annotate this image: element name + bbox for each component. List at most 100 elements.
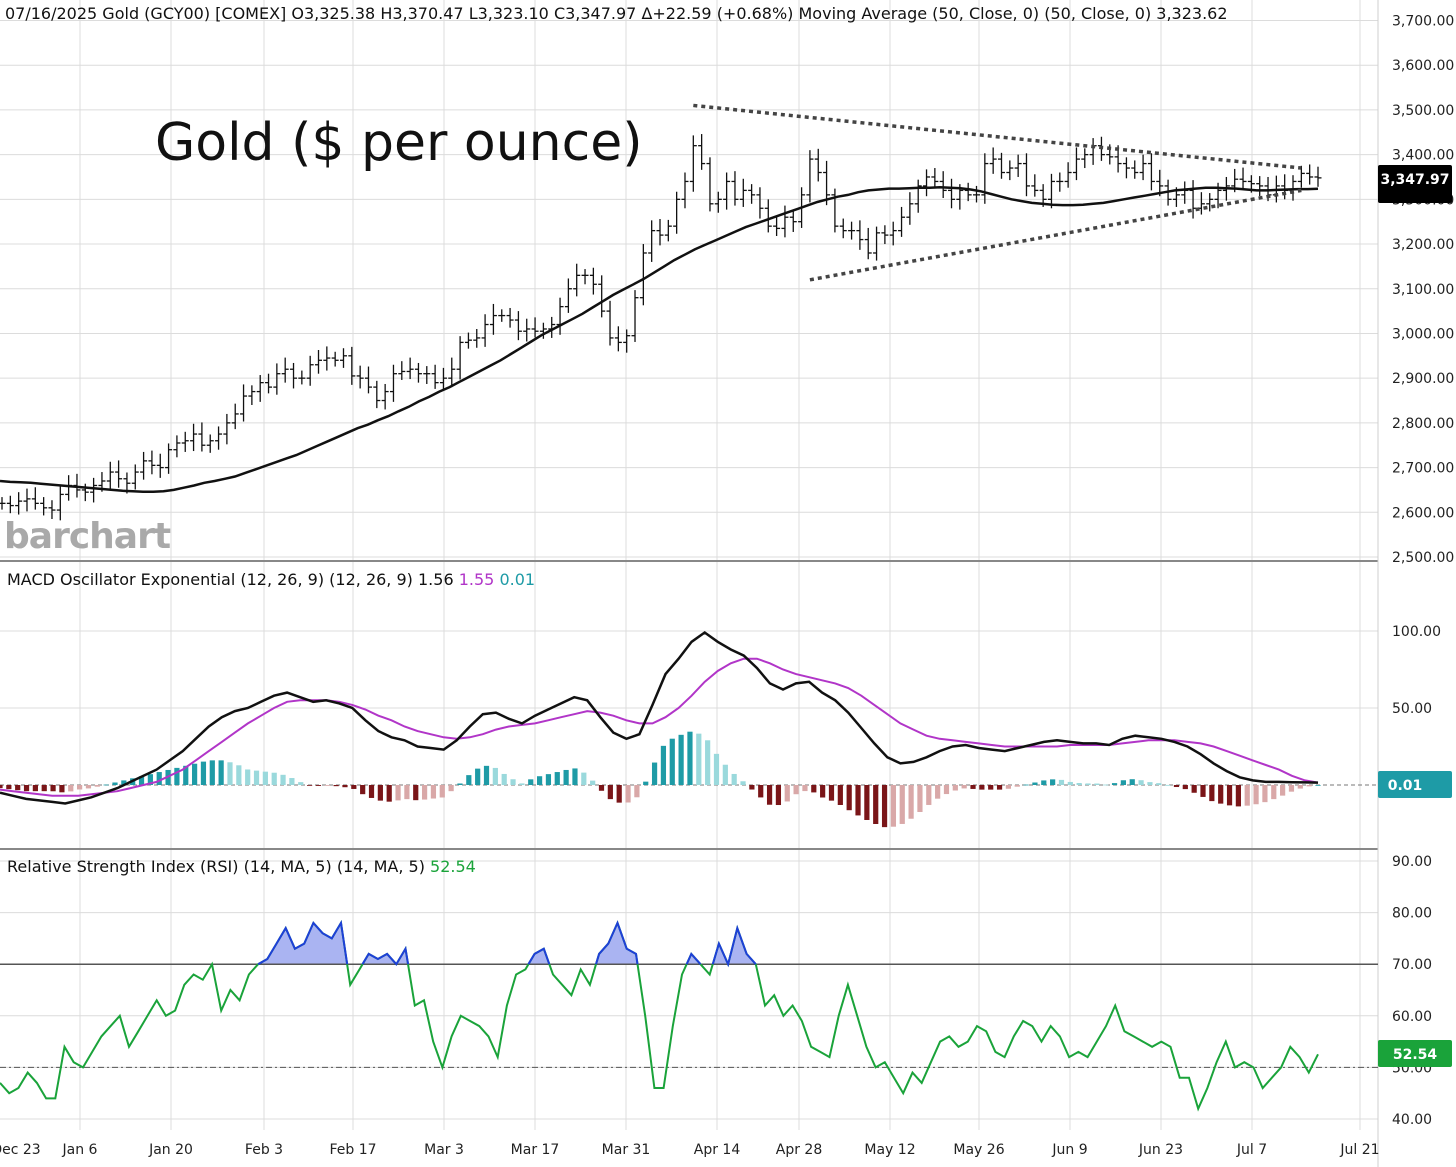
- macd-histogram-bar: [1085, 783, 1091, 785]
- rsi-badge-label: 52.54: [1393, 1047, 1438, 1063]
- ma-label: Moving Average (50, Close, 0): [799, 4, 1040, 23]
- macd-histogram-bar: [23, 785, 30, 792]
- price-bar: [315, 350, 323, 374]
- price-bar: [498, 309, 506, 322]
- price-y-tick-label: 2,800.00: [1392, 416, 1454, 432]
- macd-histogram-bar: [643, 781, 649, 785]
- last-price-badge: [1378, 165, 1452, 203]
- macd-histogram-bar: [1191, 785, 1197, 793]
- price-y-tick-label: 3,700.00: [1392, 14, 1454, 30]
- macd-histogram-bar: [395, 785, 401, 801]
- price-bar: [1197, 192, 1205, 215]
- price-bar: [223, 413, 231, 445]
- x-tick-label: Jul 7: [1236, 1142, 1267, 1158]
- rsi-overbought-segment: [527, 947, 551, 965]
- macd-histogram-bar: [722, 764, 728, 785]
- price-bar: [373, 380, 381, 409]
- macd-panel[interactable]: [0, 630, 1378, 828]
- price-bar: [281, 357, 289, 383]
- rsi-overbought-area: [528, 948, 550, 965]
- price-bar: [106, 461, 114, 489]
- macd-histogram-bar: [1262, 785, 1268, 803]
- x-tick-label: Feb 3: [245, 1142, 283, 1158]
- macd-histogram-bar: [174, 767, 180, 785]
- price-bar: [839, 218, 847, 239]
- macd-histogram-bar: [1182, 785, 1188, 790]
- macd-histogram-bar: [209, 760, 215, 785]
- macd-signal-line: [0, 657, 1319, 797]
- macd-histogram-bar: [50, 785, 56, 792]
- macd-value: 1.56: [418, 570, 454, 589]
- macd-histogram-bar: [227, 762, 233, 785]
- price-bar: [681, 172, 689, 209]
- macd-histogram-bar: [386, 785, 392, 802]
- x-axis: Dec 23 Jan 6 Jan 20 Feb 3 Feb 17 Mar 3 Mar 17 M…: [0, 1142, 1380, 1158]
- macd-histogram-bar: [1200, 785, 1206, 797]
- price-bar: [773, 215, 781, 236]
- rsi-overbought-segments: [257, 919, 757, 968]
- macd-histogram-bar: [32, 785, 38, 792]
- rsi-value: 52.54: [430, 857, 476, 876]
- price-bar: [1147, 153, 1155, 191]
- macd-histogram-bar: [262, 771, 268, 785]
- macd-histogram-bar: [6, 785, 12, 790]
- macd-histogram-bar: [908, 785, 914, 819]
- macd-histogram-bar: [510, 779, 516, 785]
- price-bar: [981, 153, 989, 204]
- price-bar: [248, 385, 256, 405]
- price-y-tick-label: 2,700.00: [1392, 461, 1454, 477]
- macd-histogram-bar: [1067, 781, 1073, 785]
- price-bar: [1239, 167, 1247, 190]
- rsi-overbought-segment: [685, 952, 702, 965]
- price-bar: [173, 435, 181, 458]
- macd-histogram-bar: [811, 785, 817, 793]
- price-bar: [831, 188, 839, 233]
- moving-average-line: [0, 186, 1319, 493]
- macd-histogram: [0, 731, 1321, 828]
- macd-histogram-bar: [952, 785, 958, 791]
- rsi-overbought-area: [596, 922, 638, 965]
- macd-histogram-bar: [766, 785, 773, 805]
- price-bar: [731, 171, 739, 206]
- rsi-y-tick-label: 80.00: [1392, 906, 1432, 922]
- price-bar: [331, 351, 339, 367]
- rsi-panel[interactable]: [0, 919, 1378, 1112]
- x-tick-label: May 12: [864, 1142, 915, 1158]
- price-bar: [864, 227, 872, 260]
- price-bar: [339, 348, 347, 368]
- price-bar: [1281, 174, 1289, 200]
- price-bar: [514, 311, 522, 341]
- macd-histogram-bar: [1173, 785, 1180, 788]
- macd-histogram-bar: [1253, 785, 1259, 805]
- macd-histogram-bar: [404, 785, 410, 800]
- price-bar: [939, 171, 947, 198]
- macd-histogram-bar: [669, 738, 675, 785]
- macd-histogram-bar: [590, 780, 596, 785]
- price-bar: [531, 317, 539, 338]
- price-bar: [473, 328, 481, 348]
- macd-histogram-bar: [970, 785, 976, 789]
- rsi-header: Relative Strength Index (RSI) (14, MA, 5…: [7, 857, 476, 876]
- macd-histogram-bar: [1050, 779, 1056, 785]
- price-bar: [323, 346, 331, 371]
- price-bar: [673, 191, 681, 234]
- price-bar: [381, 383, 389, 410]
- price-bar: [0, 497, 6, 510]
- price-bar: [1181, 181, 1189, 204]
- price-bar: [523, 318, 531, 342]
- macd-histogram-bar: [1023, 784, 1029, 786]
- macd-histogram-bar: [121, 780, 127, 785]
- macd-histogram-bar: [1058, 779, 1065, 785]
- macd-histogram-bar: [1244, 785, 1250, 806]
- macd-histogram-bar: [607, 785, 613, 800]
- price-panel[interactable]: [0, 103, 1322, 521]
- macd-histogram-bar: [448, 785, 454, 792]
- price-bar: [65, 475, 73, 501]
- price-bar: [290, 362, 298, 389]
- macd-histogram-bar: [713, 753, 720, 785]
- x-tick-label: Jan 20: [148, 1142, 193, 1158]
- price-bar: [198, 422, 206, 452]
- macd-histogram-bar: [705, 740, 711, 785]
- macd-histogram-bar: [156, 772, 162, 785]
- price-bar: [573, 263, 581, 297]
